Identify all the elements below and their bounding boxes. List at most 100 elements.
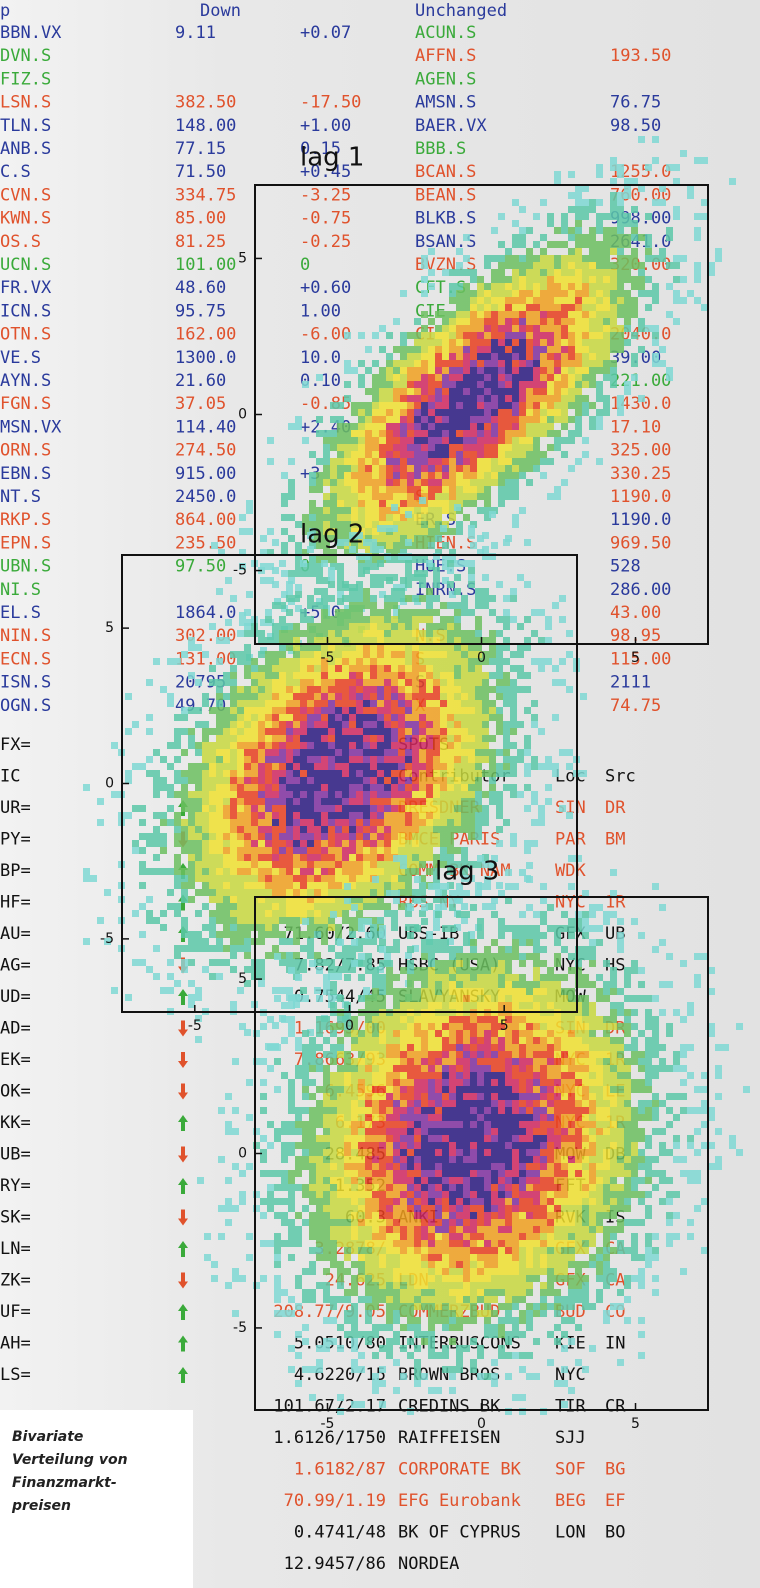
density-cell — [610, 192, 617, 199]
density-cell — [160, 833, 167, 840]
density-cell — [335, 833, 342, 840]
density-cell — [477, 360, 484, 367]
density-cell — [449, 437, 456, 444]
density-cell — [272, 686, 279, 693]
fx-source: EF — [605, 1491, 625, 1511]
density-cell — [232, 1128, 239, 1135]
density-cell — [244, 882, 251, 889]
ticker: DVN.S — [0, 46, 51, 66]
density-cell — [379, 981, 386, 988]
density-cell — [393, 514, 400, 521]
density-cell — [244, 651, 251, 658]
density-cell — [449, 318, 456, 325]
density-cell — [519, 227, 526, 234]
density-cell — [335, 749, 342, 756]
density-cell — [566, 651, 573, 658]
density-cell — [330, 1149, 337, 1156]
density-cell — [582, 395, 589, 402]
density-cell — [295, 1044, 302, 1051]
density-cell — [540, 269, 547, 276]
density-cell — [216, 686, 223, 693]
density-cell — [554, 227, 561, 234]
density-cell — [307, 840, 314, 847]
density-cell — [561, 374, 568, 381]
density-cell — [377, 847, 384, 854]
density-cell — [365, 514, 372, 521]
density-cell — [365, 1163, 372, 1170]
density-cell — [321, 833, 328, 840]
density-cell — [440, 840, 447, 847]
density-cell — [209, 917, 216, 924]
density-cell — [288, 514, 295, 521]
density-cell — [419, 861, 426, 868]
fx-location: TIR — [555, 1397, 586, 1417]
density-cell — [482, 546, 489, 553]
density-cell — [482, 812, 489, 819]
density-cell — [251, 721, 258, 728]
density-cell — [237, 791, 244, 798]
density-cell — [216, 868, 223, 875]
density-cell — [496, 714, 503, 721]
density-cell — [244, 721, 251, 728]
density-cell — [202, 784, 209, 791]
density-cell — [484, 423, 491, 430]
density-cell — [638, 283, 645, 290]
density-cell — [384, 819, 391, 826]
density-cell — [428, 332, 435, 339]
density-cell — [160, 840, 167, 847]
density-cell — [316, 416, 323, 423]
density-cell — [300, 868, 307, 875]
density-cell — [454, 560, 461, 567]
density-cell — [188, 644, 195, 651]
density-cell — [281, 1289, 288, 1296]
density-cell — [300, 665, 307, 672]
density-cell — [477, 493, 484, 500]
density-cell — [153, 868, 160, 875]
density-cell — [391, 658, 398, 665]
density-cell — [407, 395, 414, 402]
density-cell — [295, 423, 302, 430]
density-cell — [386, 1086, 393, 1093]
density-cell — [456, 304, 463, 311]
density-cell — [419, 686, 426, 693]
density-cell — [405, 539, 412, 546]
density-cell — [463, 360, 470, 367]
density-cell — [181, 798, 188, 805]
density-cell — [447, 777, 454, 784]
density-cell — [335, 665, 342, 672]
density-cell — [358, 465, 365, 472]
density-cell — [260, 1156, 267, 1163]
density-cell — [624, 290, 631, 297]
density-cell — [251, 805, 258, 812]
density-cell — [391, 763, 398, 770]
density-cell — [272, 826, 279, 833]
density-cell — [482, 679, 489, 686]
density-cell — [379, 395, 386, 402]
density-cell — [337, 507, 344, 514]
density-cell — [540, 367, 547, 374]
density-cell — [351, 1401, 358, 1408]
density-cell — [279, 959, 286, 966]
density-cell — [554, 297, 561, 304]
density-cell — [300, 987, 307, 994]
density-cell — [309, 479, 316, 486]
density-cell — [603, 325, 610, 332]
density-cell — [440, 644, 447, 651]
density-cell — [433, 700, 440, 707]
density-cell — [372, 402, 379, 409]
density-cell — [419, 854, 426, 861]
density-cell — [337, 1163, 344, 1170]
density-cell — [216, 945, 223, 952]
density-cell — [461, 679, 468, 686]
density-cell — [223, 833, 230, 840]
density-cell — [489, 777, 496, 784]
density-cell — [314, 868, 321, 875]
density-cell — [330, 1030, 337, 1037]
density-cell — [349, 833, 356, 840]
density-cell — [447, 616, 454, 623]
price: 1300.0 — [175, 348, 236, 368]
density-cell — [400, 423, 407, 430]
density-cell — [244, 791, 251, 798]
density-cell — [489, 903, 496, 910]
density-cell — [365, 500, 372, 507]
